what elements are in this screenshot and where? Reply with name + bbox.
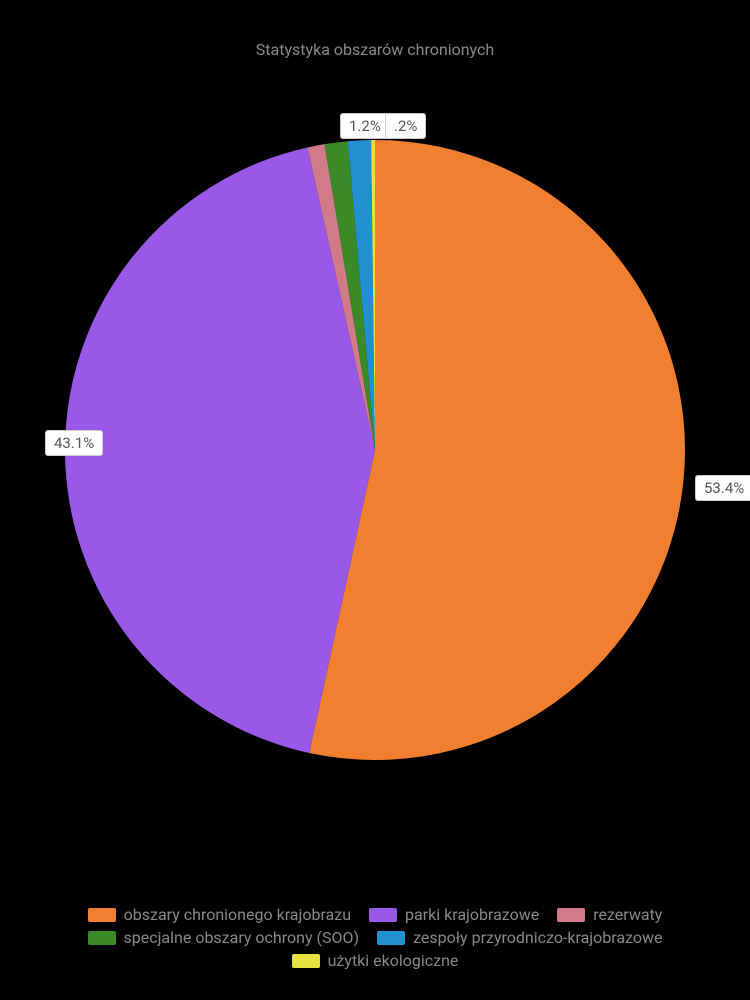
legend-label: rezerwaty <box>593 905 662 924</box>
legend-swatch <box>377 931 405 945</box>
pie-slice-label: 53.4% <box>695 475 750 501</box>
pie-chart: 53.4%43.1%1.2%.2% <box>55 130 695 770</box>
legend-item: parki krajobrazowe <box>369 905 539 924</box>
pie-svg <box>55 130 695 770</box>
pie-slice-label: 1.2% <box>340 113 390 139</box>
legend-item: zespoły przyrodniczo-krajobrazowe <box>377 928 662 947</box>
legend-item: rezerwaty <box>557 905 662 924</box>
chart-legend: obszary chronionego krajobrazu parki kraj… <box>0 905 750 970</box>
chart-title: Statystyka obszarów chronionych <box>0 0 750 59</box>
legend-label: obszary chronionego krajobrazu <box>124 905 351 924</box>
legend-label: specjalne obszary ochrony (SOO) <box>124 928 360 947</box>
legend-swatch <box>557 908 585 922</box>
legend-swatch <box>88 931 116 945</box>
legend-item: obszary chronionego krajobrazu <box>88 905 351 924</box>
legend-label: użytki ekologiczne <box>328 951 459 970</box>
legend-item: specjalne obszary ochrony (SOO) <box>88 928 360 947</box>
legend-swatch <box>369 908 397 922</box>
legend-swatch <box>88 908 116 922</box>
legend-swatch <box>292 954 320 968</box>
pie-slice-label: 43.1% <box>45 430 103 456</box>
legend-item: użytki ekologiczne <box>292 951 459 970</box>
legend-label: zespoły przyrodniczo-krajobrazowe <box>413 928 662 947</box>
legend-label: parki krajobrazowe <box>405 905 539 924</box>
pie-slice-label: .2% <box>385 113 426 139</box>
